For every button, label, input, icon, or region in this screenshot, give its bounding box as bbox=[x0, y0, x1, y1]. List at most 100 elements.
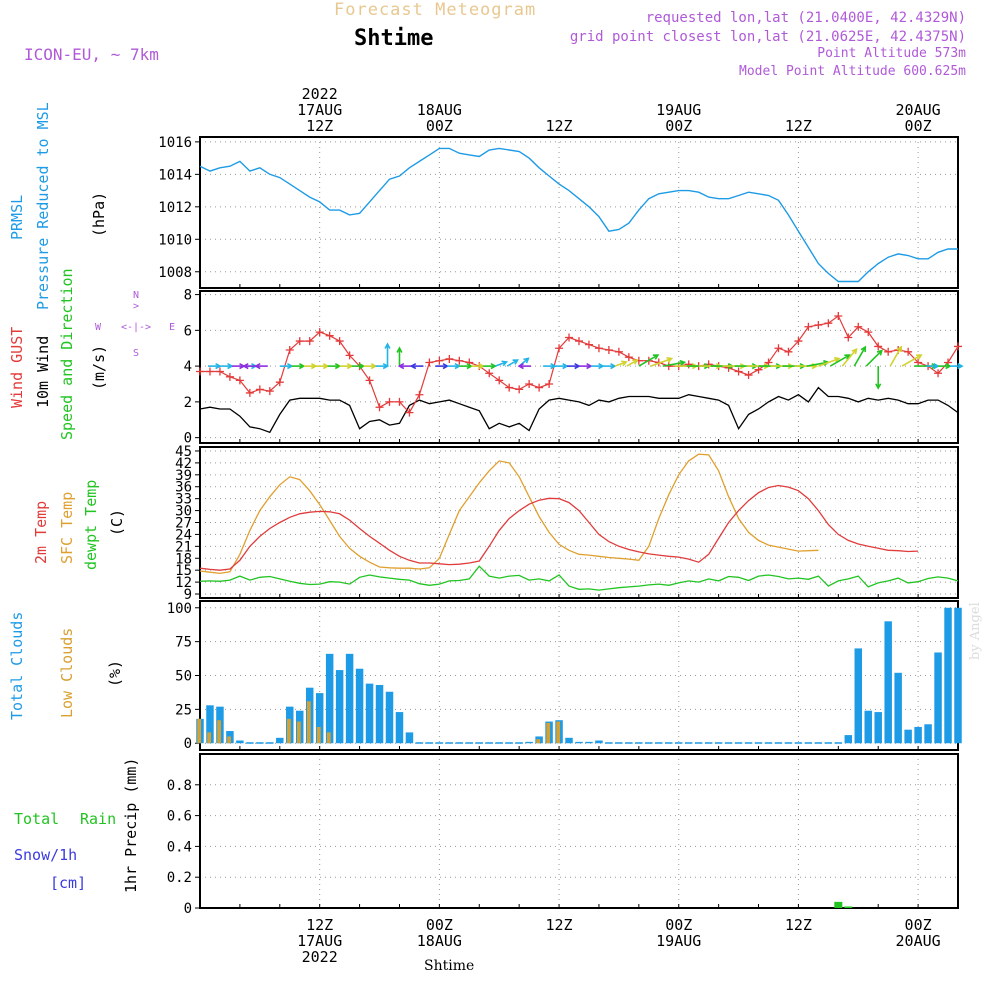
time-label-bottom: 12Z bbox=[546, 916, 573, 934]
time-label-top: 00Z bbox=[665, 117, 692, 135]
time-label-bottom: 00Z bbox=[426, 916, 453, 934]
total-cloud-bar bbox=[924, 724, 932, 744]
wind-arrow-head bbox=[632, 359, 639, 365]
time-label-top: 12Z bbox=[785, 117, 812, 135]
total-cloud-bar bbox=[395, 712, 404, 744]
wind-arrow-head bbox=[254, 363, 261, 370]
gust-marker bbox=[824, 319, 833, 328]
time-label-top: 00Z bbox=[426, 117, 453, 135]
gust-marker bbox=[295, 337, 304, 346]
compass-e: E bbox=[169, 322, 175, 333]
total-cloud-bar bbox=[854, 648, 863, 744]
gust-marker bbox=[794, 337, 803, 346]
gust-marker bbox=[565, 333, 574, 342]
y-tick-label: 18 bbox=[175, 551, 192, 567]
gust-marker bbox=[415, 390, 424, 399]
gust-marker bbox=[614, 347, 623, 356]
total-cloud-bar bbox=[385, 691, 394, 744]
total-cloud-bar bbox=[355, 668, 364, 744]
wind-arrow-head bbox=[833, 357, 841, 363]
cloud-ylabel: (%) bbox=[106, 660, 124, 687]
wind-arrow-head bbox=[666, 357, 674, 363]
total-cloud-bar bbox=[425, 742, 434, 744]
total-cloud-bar bbox=[874, 712, 882, 744]
y-tick-label: 0.2 bbox=[167, 870, 192, 886]
gust-marker bbox=[814, 320, 823, 329]
wind-label-direction: Speed and Direction bbox=[58, 268, 76, 440]
total-cloud-bar bbox=[804, 742, 813, 744]
time-label-top: 20AUG bbox=[896, 101, 941, 119]
gust-marker bbox=[305, 337, 314, 346]
wind-arrow bbox=[818, 357, 840, 367]
wind-arrow-head bbox=[851, 347, 858, 355]
rain-bar bbox=[844, 906, 853, 908]
total-cloud-bar bbox=[645, 742, 653, 744]
wind-arrow-head bbox=[860, 345, 867, 353]
gust-marker bbox=[505, 383, 514, 392]
y-tick-label: 24 bbox=[175, 527, 192, 543]
wind-arrow-head bbox=[523, 357, 530, 364]
wind-arrow-head bbox=[957, 363, 964, 370]
total-cloud-bar bbox=[655, 742, 663, 744]
total-cloud-bar bbox=[864, 710, 872, 744]
gust-marker bbox=[604, 346, 613, 355]
pressure-ylabel: (hPa) bbox=[90, 192, 108, 237]
compass-n-arrow: > bbox=[133, 301, 139, 312]
gust-marker bbox=[255, 385, 264, 394]
total-cloud-bar bbox=[714, 742, 723, 744]
gust-marker bbox=[196, 367, 204, 376]
total-cloud-bar bbox=[335, 670, 344, 744]
total-cloud-bar bbox=[764, 742, 773, 744]
time-label-top: 12Z bbox=[306, 117, 333, 135]
y-tick-label: 0 bbox=[184, 736, 192, 752]
total-cloud-bar bbox=[515, 742, 523, 744]
wind-arrow bbox=[853, 346, 866, 367]
total-cloud-bar bbox=[575, 741, 583, 744]
y-tick-label: 0 bbox=[184, 901, 192, 917]
total-cloud-bar bbox=[345, 653, 354, 744]
total-cloud-bar bbox=[266, 742, 274, 744]
total-cloud-bar bbox=[744, 742, 753, 744]
gust-marker bbox=[914, 358, 923, 367]
total-cloud-bar bbox=[505, 742, 513, 744]
point-altitude: Point Altitude 573m bbox=[817, 46, 966, 61]
low-cloud-bar bbox=[296, 721, 301, 744]
gust-marker bbox=[525, 379, 534, 388]
total-cloud-bar bbox=[445, 742, 454, 744]
header-location: Shtime bbox=[354, 26, 434, 51]
total-cloud-bar bbox=[206, 705, 214, 744]
low-cloud-bar bbox=[207, 732, 211, 744]
y-tick-label: 4 bbox=[184, 359, 192, 375]
y-tick-label: 42 bbox=[175, 456, 192, 472]
precip-label-cm: [cm] bbox=[50, 874, 86, 892]
total-cloud-bar bbox=[415, 742, 424, 744]
gust-marker bbox=[275, 378, 284, 387]
wind-arrow-head bbox=[384, 342, 391, 349]
total-cloud-bar bbox=[435, 742, 444, 744]
gust-marker bbox=[575, 337, 583, 346]
total-cloud-bar bbox=[605, 742, 613, 744]
wind-arrow bbox=[889, 346, 902, 367]
compass-s: S bbox=[133, 348, 139, 359]
time-label-top: 2022 bbox=[302, 85, 338, 103]
wind-label-10m: 10m Wind bbox=[34, 336, 52, 408]
total-cloud-bar bbox=[904, 729, 912, 744]
rain-bar bbox=[834, 901, 843, 908]
time-label-bottom: 20AUG bbox=[896, 932, 941, 950]
gust-marker bbox=[754, 365, 763, 374]
wind-arrow bbox=[806, 361, 829, 367]
y-tick-label: 50 bbox=[175, 669, 192, 685]
low-cloud-bar bbox=[287, 718, 291, 744]
y-tick-label: 2 bbox=[184, 395, 192, 411]
wind-ylabel: (m/s) bbox=[90, 345, 108, 390]
gust-marker bbox=[844, 333, 853, 342]
total-cloud-bar bbox=[615, 742, 623, 744]
wind-arrow bbox=[614, 361, 627, 367]
gust-marker bbox=[485, 369, 494, 378]
total-cloud-bar bbox=[884, 621, 892, 744]
total-cloud-bar bbox=[485, 742, 493, 744]
total-cloud-bar bbox=[565, 737, 573, 744]
total-cloud-bar bbox=[236, 740, 244, 744]
cloud-label-low: Low Clouds bbox=[58, 628, 76, 718]
